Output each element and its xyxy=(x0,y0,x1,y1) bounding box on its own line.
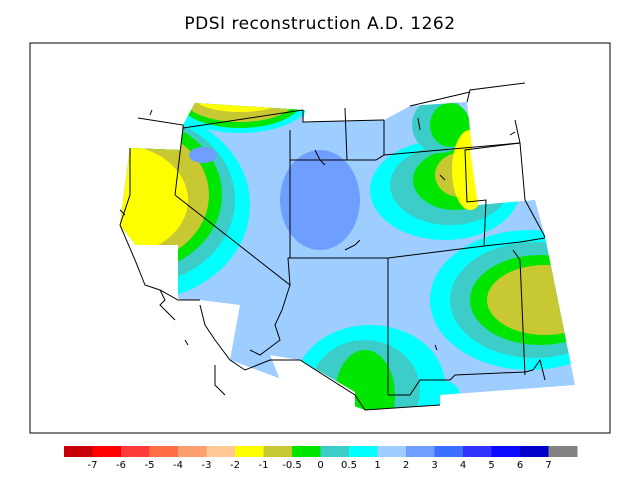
legend-tick-label: 7 xyxy=(545,460,551,471)
legend-swatch xyxy=(92,446,122,457)
field-wet-small xyxy=(189,147,217,163)
legend-swatch xyxy=(491,446,521,457)
legend-tick-label: 5 xyxy=(488,460,494,471)
legend-tick-label: -0.5 xyxy=(282,460,302,471)
legend-swatch xyxy=(434,446,464,457)
legend-swatch xyxy=(349,446,378,457)
legend-swatch xyxy=(548,446,578,457)
legend-tick-label: 1 xyxy=(374,460,380,471)
legend-swatch xyxy=(121,446,150,457)
legend-swatch xyxy=(292,446,321,457)
legend-tick-label: -7 xyxy=(88,460,98,471)
legend-tick-label: -2 xyxy=(230,460,240,471)
field-top-3 xyxy=(185,102,295,122)
legend-tick-label: 2 xyxy=(403,460,409,471)
legend-tick-label: -4 xyxy=(173,460,183,471)
state-boundaries xyxy=(119,82,546,411)
legend-tick-label: 0.5 xyxy=(341,460,357,471)
legend-swatch xyxy=(377,446,407,457)
legend-tick-label: 6 xyxy=(517,460,523,471)
legend-swatch xyxy=(206,446,236,457)
legend-swatch xyxy=(178,446,207,457)
legend-swatch xyxy=(520,446,549,457)
field-s-3 xyxy=(335,350,395,410)
field-nw-5 xyxy=(120,145,188,255)
legend-tick-label: 4 xyxy=(460,460,466,471)
legend-swatch xyxy=(406,446,435,457)
legend-tick-label: -5 xyxy=(145,460,155,471)
legend-swatch xyxy=(320,446,350,457)
map-small-features xyxy=(119,109,516,351)
legend-tick-label: -6 xyxy=(116,460,126,471)
legend-tick-label: 0 xyxy=(317,460,323,471)
legend-tick-label: -3 xyxy=(202,460,212,471)
legend-swatch xyxy=(235,446,264,457)
field-wet-center xyxy=(280,150,360,250)
legend-swatch xyxy=(64,446,93,457)
map-masks xyxy=(130,140,575,420)
map-title: PDSI reconstruction A.D. 1262 xyxy=(184,14,456,34)
legend-tick-label: 3 xyxy=(431,460,437,471)
legend-tick-label: -1 xyxy=(259,460,269,471)
legend-swatch xyxy=(149,446,179,457)
color-legend: -7 -6 -5 -4 -3 -2 -1 -0.5 0 0.5 1 2 3 4 5 6 7 xyxy=(64,446,578,471)
legend-swatch xyxy=(263,446,293,457)
field-ne-6 xyxy=(430,103,470,147)
legend-swatch xyxy=(463,446,492,457)
